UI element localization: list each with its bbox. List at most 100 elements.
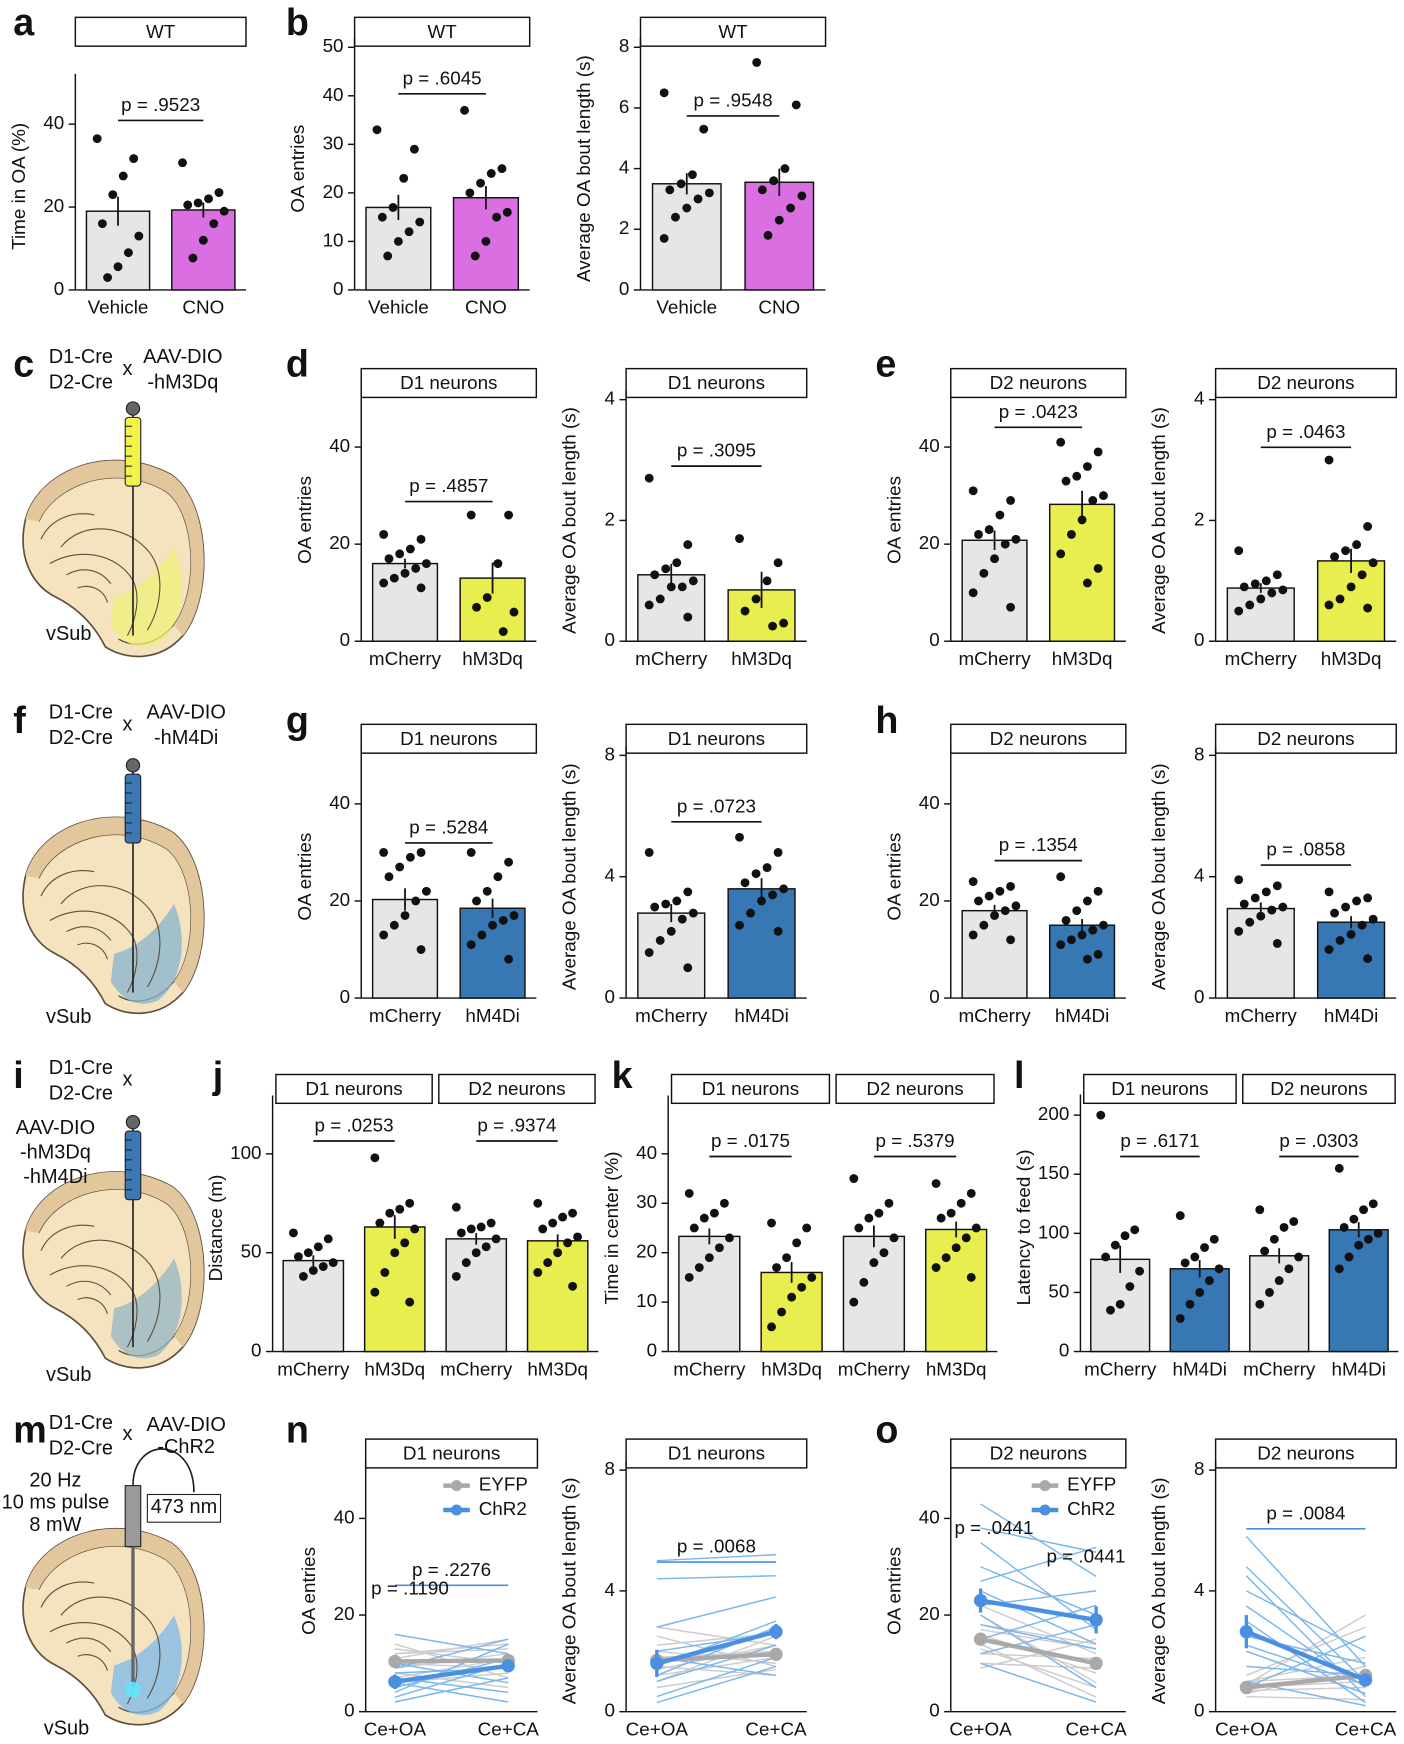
- strip-label: WT: [146, 21, 176, 42]
- schematic-label: x: [122, 1423, 132, 1445]
- p-value: p = .0463: [1266, 421, 1345, 442]
- data-point: [951, 1243, 961, 1253]
- y-tick-label: 40: [919, 1506, 940, 1527]
- individual-line: [1245, 1590, 1366, 1652]
- data-point: [779, 884, 789, 894]
- data-point: [416, 848, 426, 857]
- p-value: p = .0084: [1266, 1502, 1345, 1523]
- data-point: [118, 171, 128, 181]
- data-point: [498, 627, 508, 636]
- x-tick-label: CNO: [182, 297, 224, 318]
- data-point: [869, 1258, 879, 1268]
- data-point: [404, 227, 414, 237]
- data-point: [1093, 563, 1103, 573]
- data-point: [377, 212, 387, 222]
- p-value: p = .0175: [711, 1130, 790, 1151]
- data-point: [864, 1213, 874, 1223]
- y-tick-label: 0: [619, 278, 629, 299]
- schematic-label: D1-Cre: [49, 346, 113, 368]
- data-point: [405, 1198, 415, 1208]
- legend-label: ChR2: [479, 1498, 527, 1519]
- strip-label: D1 neurons: [403, 1443, 500, 1464]
- data-point: [1180, 1258, 1190, 1268]
- data-point: [1209, 1234, 1219, 1244]
- x-tick-label: Ce+CA: [745, 1718, 807, 1739]
- data-point: [451, 1271, 461, 1281]
- data-point: [1099, 920, 1108, 930]
- strip: [1214, 723, 1397, 754]
- data-point: [773, 848, 783, 857]
- panel-letter: m: [13, 1408, 46, 1450]
- data-point: [400, 568, 410, 578]
- x-tick-label: hM3Dq: [926, 1358, 987, 1379]
- schematic-label: x: [122, 358, 132, 380]
- individual-line: [1246, 1656, 1366, 1683]
- data-point: [677, 582, 687, 592]
- x-tick-label: hM3Dq: [527, 1358, 588, 1379]
- data-point: [709, 1208, 719, 1218]
- data-point: [380, 1268, 390, 1277]
- y-axis-label: OA entries: [294, 833, 315, 921]
- data-point: [1363, 954, 1373, 964]
- fiber-cable: [132, 1448, 195, 1493]
- individual-line: [980, 1638, 1097, 1669]
- data-point: [995, 886, 1005, 896]
- data-point: [974, 896, 983, 906]
- brain-structure: [77, 585, 109, 603]
- individual-line: [980, 1662, 1097, 1669]
- data-point: [1354, 1240, 1364, 1250]
- data-point: [1093, 886, 1103, 896]
- legend-label: EYFP: [1067, 1474, 1116, 1495]
- y-tick-label: 0: [1194, 629, 1204, 650]
- data-point: [563, 1238, 573, 1248]
- data-point: [1083, 578, 1092, 588]
- strip: [353, 16, 531, 47]
- data-point: [1272, 881, 1282, 891]
- x-tick-label: Ce+OA: [626, 1718, 689, 1739]
- syringe: [124, 416, 142, 487]
- strip: [950, 1438, 1127, 1469]
- data-point: [1324, 600, 1334, 610]
- brain-structure: [77, 1654, 109, 1671]
- mean-point: [1089, 1613, 1103, 1627]
- x-tick-label: Ce+OA: [364, 1718, 427, 1739]
- panel-letter: d: [286, 342, 309, 384]
- bar: [727, 888, 796, 999]
- data-point: [129, 154, 139, 164]
- data-point: [1261, 576, 1271, 586]
- probe-cap: [125, 401, 141, 416]
- bar: [445, 1238, 508, 1353]
- mean-line: [980, 1598, 1097, 1623]
- legend-label: EYFP: [479, 1474, 528, 1495]
- strip-label: D2 neurons: [1257, 372, 1354, 393]
- y-tick-label: 0: [340, 629, 350, 650]
- y-tick-label: 0: [605, 629, 615, 650]
- data-point: [884, 1198, 894, 1208]
- strip-label: D2 neurons: [1270, 1078, 1367, 1099]
- data-point: [1267, 905, 1277, 915]
- data-point: [465, 188, 475, 198]
- data-point: [1056, 940, 1066, 950]
- y-tick-label: 0: [605, 1700, 615, 1721]
- data-point: [684, 1272, 694, 1282]
- bar: [171, 209, 236, 291]
- p-value: p = .5284: [409, 816, 488, 837]
- y-tick-label: 20: [919, 889, 940, 910]
- data-point: [984, 891, 994, 901]
- data-point: [740, 878, 750, 888]
- data-point: [990, 554, 999, 564]
- data-point: [103, 273, 113, 282]
- data-point: [383, 251, 393, 261]
- brain-region: [110, 903, 182, 1004]
- y-tick-label: 20: [636, 1241, 657, 1262]
- data-point: [956, 1198, 966, 1208]
- data-point: [370, 1153, 380, 1163]
- data-point: [791, 100, 801, 110]
- data-point: [482, 886, 492, 896]
- data-point: [1006, 881, 1016, 891]
- data-point: [1250, 579, 1260, 589]
- mean-point: [973, 1593, 988, 1608]
- y-tick-label: 200: [1038, 1103, 1069, 1124]
- brain-structure: [40, 870, 95, 897]
